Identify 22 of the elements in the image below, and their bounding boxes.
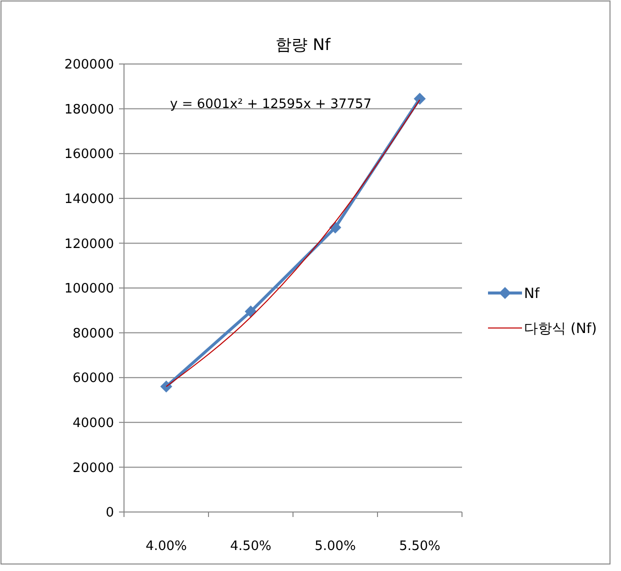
y-tick-label: 180000: [64, 102, 114, 118]
x-tick-label: 4.00%: [146, 539, 187, 554]
y-tick-label: 200000: [64, 58, 114, 73]
point: [160, 380, 172, 393]
legend-label: Nf: [524, 286, 540, 302]
x-tick-label: 5.50%: [399, 539, 440, 554]
point: [414, 92, 426, 105]
chart-title: 함량 Nf: [276, 35, 331, 54]
y-tick-label: 20000: [72, 460, 114, 476]
point: [244, 306, 257, 318]
y-tick-label: 60000: [72, 371, 114, 386]
y-tick-label: 100000: [64, 282, 114, 297]
y-tick-label: 160000: [64, 147, 114, 162]
annotation: y = 6001x² + 12595x + 37757: [170, 97, 372, 112]
y-tick-label: 120000: [64, 236, 114, 252]
x-tick-label: 5.00%: [314, 539, 356, 554]
y-tick-label: 40000: [72, 416, 114, 431]
y-tick-label: 140000: [64, 192, 114, 207]
y-tick-label: 0: [106, 506, 114, 521]
legend-label: 다항식 (Nf): [524, 320, 597, 337]
x-tick-label: 4.50%: [230, 539, 272, 554]
y-tick-label: 80000: [72, 326, 114, 342]
